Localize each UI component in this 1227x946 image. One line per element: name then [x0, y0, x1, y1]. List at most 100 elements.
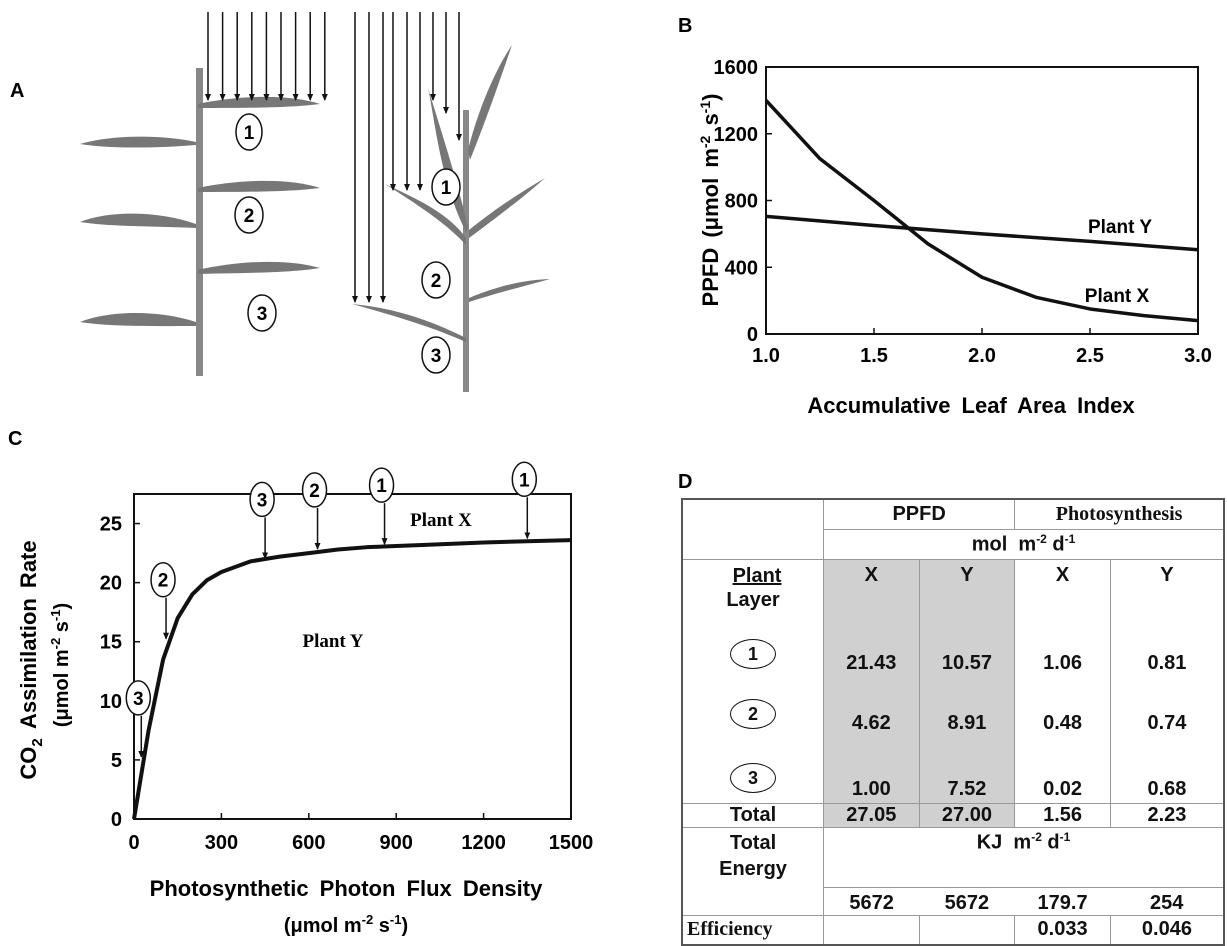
svg-text:2: 2 — [431, 271, 442, 292]
cell-ps-x: 0.48 — [1014, 679, 1111, 739]
panel-b-chart: 1.0 1.5 2.0 2.5 3.0 0 400 800 1200 1600 Plant Y P… — [697, 57, 1212, 418]
svg-text:3: 3 — [257, 304, 268, 325]
cell-total-label: Total — [681, 802, 825, 828]
x-axis-title-b: Accumulative Leaf Area Index — [807, 393, 1135, 418]
layer-annotation-2: 2 — [150, 561, 176, 640]
cell-efficiency-label: Efficiency — [681, 914, 825, 946]
y-axis-title-c: CO2 Assimilation Rate — [16, 540, 46, 779]
leaf — [80, 213, 196, 228]
svg-text:3: 3 — [431, 346, 442, 367]
cell-energy-ps-x: 179.7 — [1014, 886, 1111, 916]
assimilation-curve — [132, 538, 572, 820]
x-tick-label: 900 — [380, 832, 413, 854]
leaf — [469, 178, 545, 238]
layer-marker-1-x: 1 — [235, 113, 263, 151]
y-tick-label: 0 — [111, 809, 122, 831]
x-tick-label: 0 — [128, 832, 139, 854]
plot-frame-c — [133, 493, 572, 820]
cell-ppfd-y: 10.57 — [918, 621, 1016, 679]
header-corner — [681, 498, 825, 529]
y-tick-label: 5 — [111, 750, 122, 772]
x-tick-label: 2.5 — [1076, 345, 1104, 367]
table-row: 3 1.00 7.52 0.02 0.68 — [681, 739, 1225, 803]
col-ps-y: Y — [1109, 558, 1225, 621]
panel-label-d: D — [678, 471, 692, 493]
cell-ppfd-x: 1.00 — [823, 739, 920, 803]
x-tick-label: 300 — [205, 832, 238, 854]
layer-marker-2-x: 2 — [234, 196, 264, 234]
cell-ps-y: 0.68 — [1109, 739, 1225, 803]
svg-text:3: 3 — [257, 490, 268, 511]
col-ps-x: X — [1014, 558, 1111, 621]
layer-annotation-3: 3 — [249, 481, 275, 560]
y-axis-units-c: (μmol m-2 s-1) — [48, 603, 73, 727]
plant-y-stem — [463, 110, 469, 392]
cell-energy-ppfd-y: 5672 — [919, 886, 1015, 916]
cell-energy-units: KJ m-2 d-1 — [823, 826, 1225, 887]
cell-energy-ps-y: 254 — [1110, 886, 1225, 916]
panel-c-chart: 0 300 600 900 1200 1500 0 5 10 15 20 25 1 1 2 3 2 3 Plan… — [16, 461, 593, 937]
svg-text:1: 1 — [519, 470, 530, 491]
table-row-efficiency: Efficiency 0.033 0.046 — [681, 914, 1225, 946]
cell-efficiency-ps-x: 0.033 — [1014, 914, 1111, 946]
cell-total-ppfd-x: 27.05 — [823, 802, 920, 828]
svg-text:1: 1 — [244, 123, 255, 144]
header-photosynthesis: Photosynthesis — [1014, 498, 1225, 530]
series-label-plant-x: Plant X — [1085, 286, 1150, 307]
cell-ps-y: 0.74 — [1109, 679, 1225, 739]
cell-total-ps-x: 1.56 — [1014, 802, 1111, 828]
x-tick-label: 3.0 — [1184, 345, 1212, 367]
cell-ppfd-y: 7.52 — [918, 739, 1016, 803]
layer-marker-2: 2 — [730, 699, 777, 729]
x-tick-label: 2.0 — [968, 345, 996, 367]
layer-annotation-3: 3 — [125, 680, 152, 758]
x-tick-label: 1.0 — [752, 345, 780, 367]
y-tick-label: 20 — [100, 573, 122, 595]
series-line-plant-x — [764, 99, 1199, 323]
y-tick-label: 10 — [100, 691, 122, 713]
layer-marker-2-y: 2 — [421, 261, 451, 299]
cell-ps-x: 1.06 — [1014, 621, 1111, 679]
y-tick-label: 1200 — [714, 124, 759, 146]
layer-annotation-2: 2 — [301, 472, 328, 550]
x-axis-title-c: Photosynthetic Photon Flux Density — [150, 876, 543, 901]
layer-marker-1: 1 — [730, 639, 777, 669]
x-tick-label: 1200 — [461, 832, 506, 854]
svg-text:2: 2 — [244, 206, 255, 227]
cell-total-ps-y: 2.23 — [1109, 802, 1225, 828]
leaf — [468, 45, 512, 160]
panel-d-table: PPFD Photosynthesis mol m-2 d-1 Plant Lay… — [681, 498, 1225, 946]
svg-text:2: 2 — [158, 571, 169, 592]
series-label-plant-y-c: Plant Y — [302, 631, 363, 652]
y-axis-title-b: PPFD (μmol m-2 s-1) — [697, 94, 723, 307]
table-row-energy-header: Total Energy KJ m-2 d-1 — [681, 826, 1225, 887]
svg-text:3: 3 — [133, 689, 144, 710]
cell-ps-x: 0.02 — [1014, 739, 1111, 803]
x-tick-label: 1.5 — [860, 345, 888, 367]
panel-label-a: A — [10, 80, 24, 102]
cell-efficiency-ps-y: 0.046 — [1109, 914, 1225, 946]
col-ppfd-x: X — [823, 558, 920, 621]
x-tick-label: 600 — [292, 832, 325, 854]
svg-text:2: 2 — [309, 481, 320, 502]
layer-marker-3-x: 3 — [247, 294, 277, 332]
cell-energy-ppfd-x: 5672 — [823, 886, 920, 916]
cell-ps-y: 0.81 — [1109, 621, 1225, 679]
y-tick-label: 400 — [725, 257, 758, 279]
layer-marker-1-y: 1 — [431, 168, 461, 206]
leaf — [352, 304, 466, 342]
leaf — [80, 313, 196, 327]
cell-total-ppfd-y: 27.00 — [918, 802, 1016, 828]
light-arrows-y — [352, 12, 462, 303]
table-row: 1 21.43 10.57 1.06 0.81 — [681, 621, 1225, 679]
header-units: mol m-2 d-1 — [823, 528, 1225, 560]
series-line-plant-y — [765, 214, 1199, 252]
leaf — [198, 261, 320, 274]
y-tick-label: 0 — [747, 324, 758, 346]
light-arrows-x — [205, 12, 328, 101]
series-label-plant-x-c: Plant X — [410, 510, 472, 531]
plant-x-stem — [196, 68, 203, 376]
panel-label-b: B — [678, 15, 692, 37]
layer-marker-3-y: 3 — [421, 336, 451, 374]
